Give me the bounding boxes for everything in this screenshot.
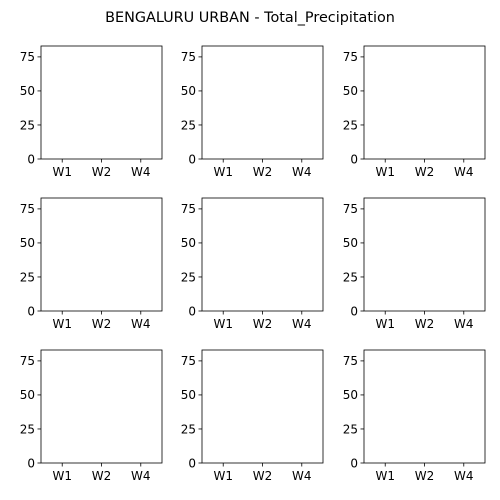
y-tick-label: 50 <box>343 388 358 402</box>
chart-panel-6: 0 25 50 75 W1 W2 W4 <box>343 197 486 331</box>
y-tick-label: 25 <box>181 422 196 436</box>
y-tick-label: 0 <box>27 304 35 318</box>
y-tick-label: 25 <box>20 422 35 436</box>
y-tick-label: 0 <box>188 152 196 166</box>
y-tick-label: 75 <box>20 50 35 64</box>
y-tick-label: 50 <box>20 84 35 98</box>
x-tick-label: W2 <box>253 165 273 179</box>
y-tick-label: 75 <box>343 50 358 64</box>
y-tick-label: 25 <box>343 270 358 284</box>
chart-panel-9: 0 25 50 75 W1 W2 W4 <box>343 349 486 483</box>
y-tick-label: 0 <box>350 304 358 318</box>
y-tick-label: 50 <box>343 236 358 250</box>
chart-panel-7: 0 25 50 75 W1 W2 W4 <box>20 349 163 483</box>
x-tick-label: W2 <box>253 469 273 483</box>
x-tick-label: W2 <box>92 165 112 179</box>
x-tick-label: W4 <box>131 317 151 331</box>
y-tick-label: 25 <box>20 270 35 284</box>
figure-title: BENGALURU URBAN - Total_Precipitation <box>105 10 395 26</box>
x-tick-label: W1 <box>375 469 395 483</box>
x-tick-label: W4 <box>454 469 474 483</box>
axes-frame <box>201 197 324 312</box>
x-tick-label: W1 <box>52 317 72 331</box>
x-tick-label: W2 <box>415 165 435 179</box>
y-tick-label: 25 <box>181 270 196 284</box>
x-tick-label: W2 <box>92 469 112 483</box>
x-tick-label: W4 <box>292 317 312 331</box>
chart-panel-2: 0 25 50 75 W1 W2 W4 <box>181 45 324 179</box>
axes-frame <box>40 45 163 160</box>
y-tick-label: 0 <box>27 152 35 166</box>
x-tick-label: W1 <box>375 317 395 331</box>
chart-panel-4: 0 25 50 75 W1 W2 W4 <box>20 197 163 331</box>
chart-panel-1: 0 25 50 75 W1 W2 W4 <box>20 45 163 179</box>
x-tick-label: W1 <box>213 165 233 179</box>
x-tick-label: W2 <box>415 317 435 331</box>
x-tick-label: W2 <box>92 317 112 331</box>
y-tick-label: 75 <box>181 202 196 216</box>
y-tick-label: 75 <box>181 354 196 368</box>
x-tick-label: W1 <box>52 165 72 179</box>
y-tick-label: 50 <box>343 84 358 98</box>
y-tick-label: 50 <box>20 388 35 402</box>
y-tick-label: 0 <box>350 152 358 166</box>
axes-frame <box>201 349 324 464</box>
y-tick-label: 0 <box>188 456 196 470</box>
y-tick-label: 50 <box>181 236 196 250</box>
x-tick-label: W1 <box>52 469 72 483</box>
y-tick-label: 50 <box>181 84 196 98</box>
y-tick-label: 50 <box>20 236 35 250</box>
y-tick-label: 75 <box>181 50 196 64</box>
axes-frame <box>201 45 324 160</box>
x-tick-label: W4 <box>292 469 312 483</box>
x-tick-label: W1 <box>213 469 233 483</box>
x-tick-label: W4 <box>454 165 474 179</box>
x-tick-label: W4 <box>454 317 474 331</box>
x-tick-label: W2 <box>253 317 273 331</box>
y-tick-label: 0 <box>188 304 196 318</box>
axes-frame <box>363 197 486 312</box>
x-tick-label: W4 <box>131 165 151 179</box>
y-tick-label: 25 <box>181 118 196 132</box>
y-tick-label: 75 <box>343 202 358 216</box>
chart-panel-5: 0 25 50 75 W1 W2 W4 <box>181 197 324 331</box>
axes-frame <box>40 349 163 464</box>
x-tick-label: W2 <box>415 469 435 483</box>
x-tick-label: W1 <box>213 317 233 331</box>
y-tick-label: 25 <box>20 118 35 132</box>
axes-frame <box>363 45 486 160</box>
axes-frame <box>40 197 163 312</box>
x-tick-label: W4 <box>131 469 151 483</box>
x-tick-label: W1 <box>375 165 395 179</box>
y-tick-label: 0 <box>27 456 35 470</box>
y-tick-label: 75 <box>20 202 35 216</box>
y-tick-label: 75 <box>20 354 35 368</box>
y-tick-label: 0 <box>350 456 358 470</box>
chart-panel-3: 0 25 50 75 W1 W2 W4 <box>343 45 486 179</box>
chart-panel-8: 0 25 50 75 W1 W2 W4 <box>181 349 324 483</box>
y-tick-label: 25 <box>343 118 358 132</box>
y-tick-label: 50 <box>181 388 196 402</box>
axes-frame <box>363 349 486 464</box>
y-tick-label: 25 <box>343 422 358 436</box>
y-tick-label: 75 <box>343 354 358 368</box>
x-tick-label: W4 <box>292 165 312 179</box>
